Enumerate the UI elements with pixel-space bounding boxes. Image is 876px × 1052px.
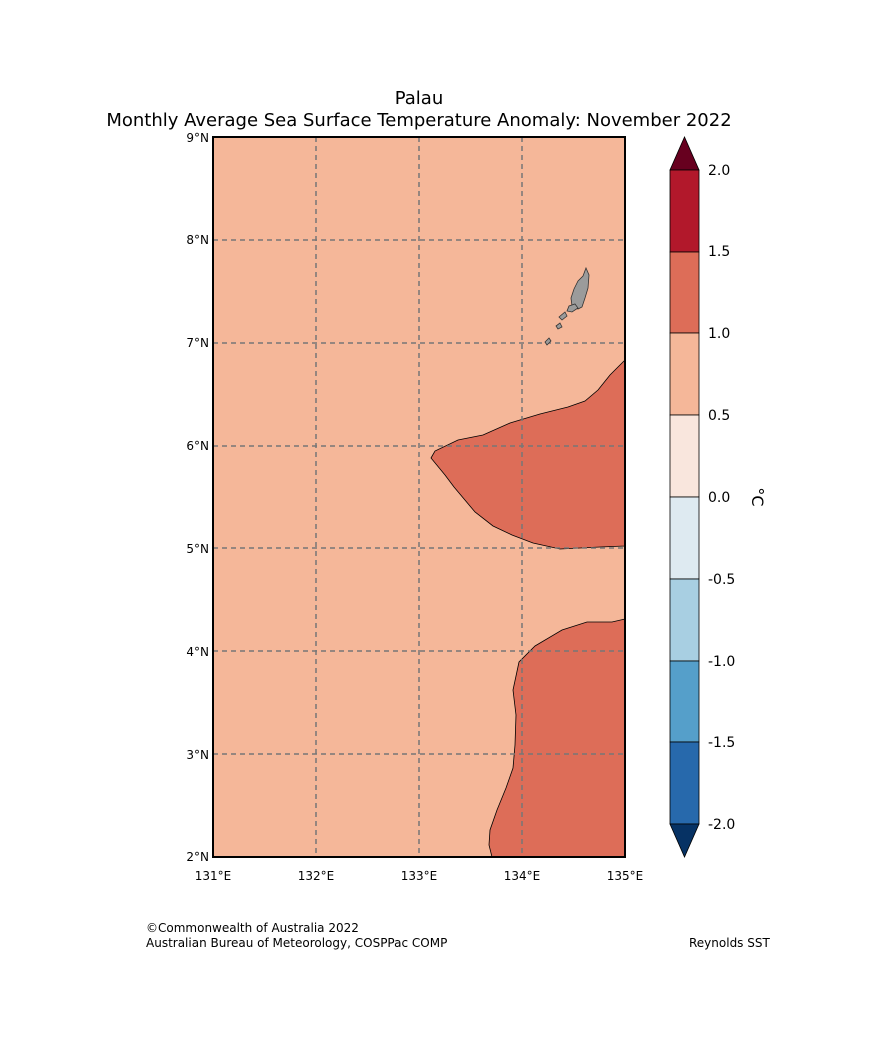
- colorbar-bin: [669, 332, 700, 416]
- colorbar-tick-label: 2.0: [708, 163, 730, 179]
- colorbar-bin: [669, 169, 700, 253]
- colorbar-bin: [669, 251, 700, 334]
- copyright-text: ©Commonwealth of Australia 2022: [146, 921, 359, 935]
- lat-label: 4°N: [186, 645, 209, 659]
- warm-anomaly-region-south: [488, 618, 626, 858]
- colorbar-bin: [669, 414, 700, 498]
- lat-label: 8°N: [186, 233, 209, 247]
- colorbar-tick-label: -2.0: [708, 817, 735, 833]
- lon-label: 135°E: [607, 869, 644, 883]
- lon-label: 131°E: [195, 869, 232, 883]
- colorbar-tick-label: -0.5: [708, 572, 735, 588]
- colorbar-extend-bottom: [669, 823, 700, 858]
- colorbar-tick-label: 1.0: [708, 326, 730, 342]
- warm-anomaly-region-north: [430, 359, 626, 550]
- agency-text: Australian Bureau of Meteorology, COSPPa…: [146, 936, 448, 950]
- colorbar-tick-label: 0.5: [708, 408, 730, 424]
- colorbar-bin: [669, 741, 700, 825]
- colorbar: [669, 136, 700, 858]
- lon-label: 133°E: [401, 869, 438, 883]
- lat-label: 2°N: [186, 850, 209, 864]
- palau-land: [544, 266, 590, 346]
- map-frame: [212, 136, 626, 858]
- lat-label: 3°N: [186, 748, 209, 762]
- colorbar-unit-label: °C: [748, 487, 767, 506]
- colorbar-tick-label: -1.0: [708, 654, 735, 670]
- lat-label: 6°N: [186, 439, 209, 453]
- map-gridlines: [213, 137, 625, 857]
- colorbar-bin: [669, 578, 700, 662]
- colorbar-extend-top: [669, 136, 700, 171]
- map-title: Palau: [394, 88, 444, 109]
- data-source-text: Reynolds SST: [689, 936, 770, 950]
- colorbar-tick-label: -1.5: [708, 735, 735, 751]
- lon-label: 134°E: [504, 869, 541, 883]
- colorbar-bin: [669, 660, 700, 743]
- map-subtitle: Monthly Average Sea Surface Temperature …: [106, 110, 732, 131]
- lon-label: 132°E: [298, 869, 335, 883]
- lat-label: 7°N: [186, 336, 209, 350]
- colorbar-bin: [669, 496, 700, 580]
- colorbar-tick-label: 1.5: [708, 244, 730, 260]
- colorbar-tick-label: 0.0: [708, 490, 730, 506]
- lat-label: 5°N: [186, 542, 209, 556]
- lat-label: 9°N: [186, 131, 209, 145]
